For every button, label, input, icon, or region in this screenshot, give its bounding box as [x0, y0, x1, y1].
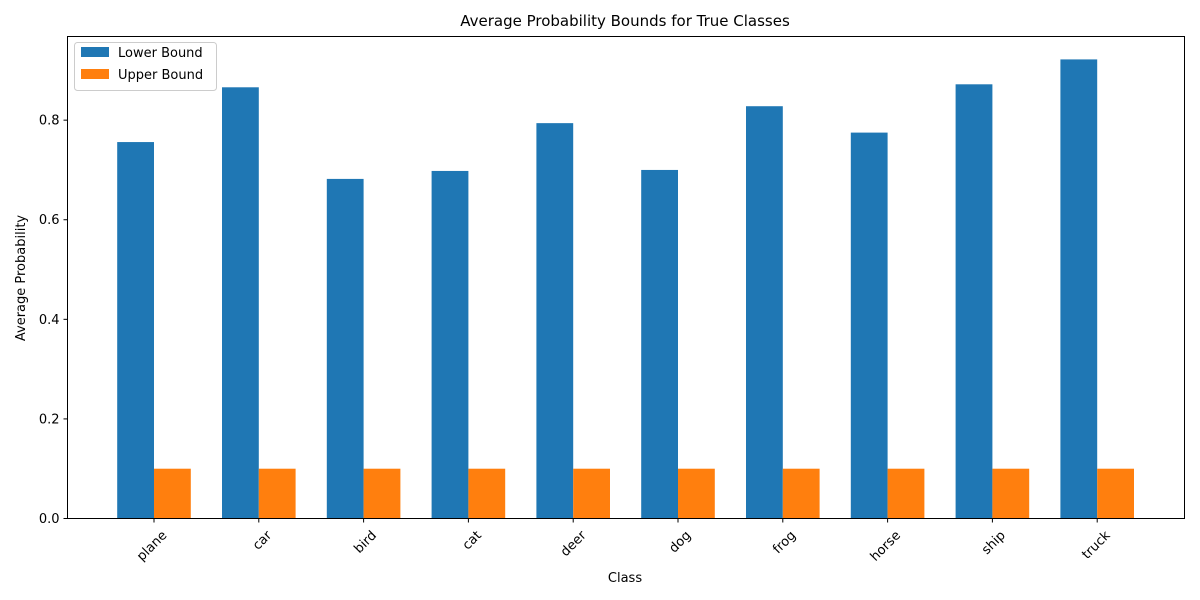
bar-lower-bird	[326, 178, 364, 519]
bar-upper-deer	[573, 468, 610, 519]
bar-upper-plane	[154, 468, 191, 519]
bar-lower-cat	[431, 170, 469, 519]
bar-upper-dog	[678, 468, 715, 519]
y-tick-label-1: 0.2	[39, 412, 60, 427]
bar-lower-dog	[641, 169, 678, 519]
legend-swatch-upper-bound	[81, 69, 109, 79]
bar-lower-truck	[1060, 59, 1098, 519]
bar-lower-frog	[746, 106, 783, 519]
bar-upper-car	[258, 468, 296, 519]
x-axis-label: Class	[608, 571, 642, 586]
legend-label-lower-bound: Lower Bound	[118, 46, 203, 61]
bar-upper-truck	[1097, 468, 1134, 519]
legend: Lower Bound Upper Bound	[74, 42, 217, 91]
bar-lower-deer	[536, 123, 574, 519]
y-axis-label: Average Probability	[14, 215, 29, 342]
bars-group	[117, 59, 1134, 519]
bar-upper-frog	[782, 468, 820, 519]
bar-upper-horse	[887, 468, 925, 519]
plot-frame	[67, 36, 1185, 519]
legend-swatch-lower-bound	[81, 47, 109, 57]
chart-title: Average Probability Bounds for True Clas…	[460, 12, 790, 30]
y-tick-label-4: 0.8	[39, 114, 60, 129]
legend-label-upper-bound: Upper Bound	[118, 68, 203, 83]
bar-lower-ship	[955, 84, 993, 519]
y-tick-label-3: 0.6	[39, 213, 60, 228]
y-tick-label-0: 0.0	[39, 512, 60, 527]
legend-box	[74, 42, 217, 91]
bar-upper-ship	[992, 468, 1030, 519]
y-tick-label-2: 0.4	[39, 313, 60, 328]
bar-lower-plane	[117, 142, 154, 519]
bar-lower-car	[222, 87, 259, 519]
bar-upper-cat	[468, 468, 506, 519]
bar-upper-bird	[363, 468, 401, 519]
bar-lower-horse	[850, 132, 888, 519]
y-axis-ticks: 0.0 0.2 0.4 0.6 0.8	[39, 114, 68, 527]
